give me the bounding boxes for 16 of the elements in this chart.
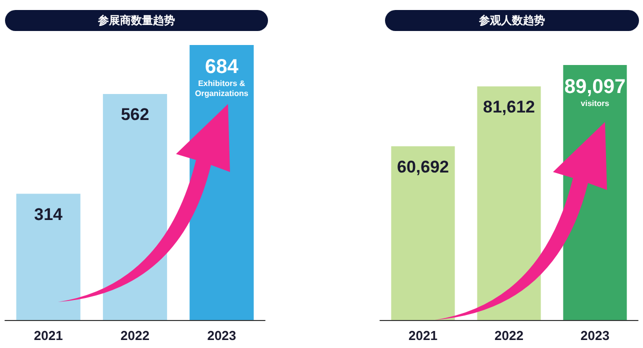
data-label: 81,612 bbox=[483, 97, 535, 116]
chart-title: 参观人数趋势 bbox=[385, 10, 639, 31]
x-tick-label: 2022 bbox=[120, 328, 150, 343]
data-label: 60,692 bbox=[397, 157, 449, 176]
x-tick-label: 2021 bbox=[34, 328, 63, 343]
x-tick-label: 2021 bbox=[408, 328, 438, 343]
x-tick-label: 2023 bbox=[580, 328, 610, 343]
annotation: Exhibitors & Organizations bbox=[194, 79, 250, 99]
x-tick-label: 2022 bbox=[494, 328, 524, 343]
data-label: 89,097 bbox=[564, 76, 626, 98]
x-tick-label: 2023 bbox=[207, 328, 236, 343]
annotation: visitors bbox=[580, 99, 610, 109]
data-label: 684 bbox=[204, 56, 240, 78]
data-label: 562 bbox=[120, 105, 150, 124]
data-label: 314 bbox=[34, 204, 64, 224]
chart-title: 参展商数量趋势 bbox=[5, 10, 268, 31]
